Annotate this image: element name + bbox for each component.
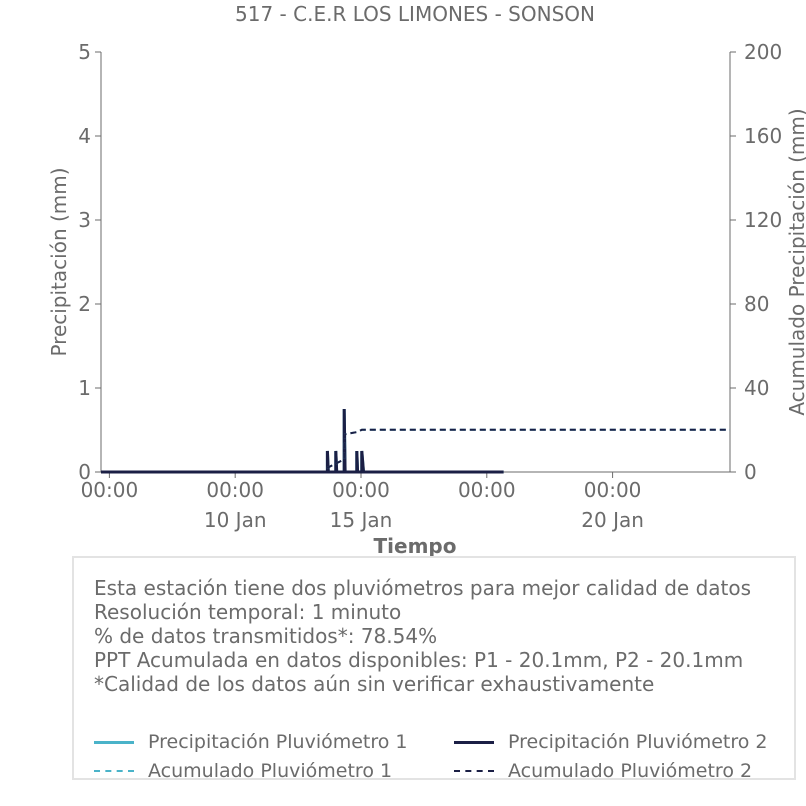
y-axis-right-label: Acumulado Precipitación (mm) [785, 108, 806, 415]
legend-swatch [454, 740, 494, 744]
y-tick-label-right: 40 [744, 376, 769, 400]
legend-item-precip-p2: Precipitación Pluviómetro 2 [454, 730, 768, 754]
info-box: Esta estación tiene dos pluviómetros par… [72, 556, 796, 783]
y-tick-label-right: 200 [744, 40, 782, 64]
info-text: Esta estación tiene dos pluviómetros par… [94, 576, 751, 696]
info-line-quality-note: *Calidad de los datos aún sin verificar … [94, 672, 655, 696]
legend-label: Precipitación Pluviómetro 1 [148, 731, 408, 753]
legend-swatch [94, 740, 134, 744]
x-tick-label-time: 00:00 [81, 478, 139, 502]
y-axis-left-label: Precipitación (mm) [47, 167, 71, 356]
info-line-resolution: Resolución temporal: 1 minuto [94, 600, 402, 624]
series-line-3 [101, 428, 730, 473]
info-line-transmitted: % de datos transmitidos*: 78.54% [94, 624, 438, 648]
y-tick-label-left: 1 [78, 376, 91, 400]
legend-label: Acumulado Pluviómetro 1 [148, 760, 393, 782]
y-tick-label-right: 80 [744, 292, 769, 316]
legend-swatch [94, 770, 134, 772]
x-tick-label-date: 10 Jan [204, 508, 267, 532]
legend-label: Acumulado Pluviómetro 2 [508, 760, 753, 782]
x-tick-label-time: 00:00 [458, 478, 516, 502]
legend-item-accum-p1: Acumulado Pluviómetro 1 [94, 759, 392, 783]
x-tick-label-date: 15 Jan [330, 508, 393, 532]
y-tick-label-left: 5 [78, 40, 91, 64]
y-tick-label-right: 160 [744, 124, 782, 148]
plot-area: 0 1 2 3 4 5 0 40 80 120 160 200 00:00 00:00 10 Jan 00:0… [78, 40, 782, 532]
x-tick-label-time: 00:00 [584, 478, 642, 502]
y-tick-label-left: 2 [78, 292, 91, 316]
x-tick-label-date: 20 Jan [581, 508, 644, 532]
y-tick-label-right: 0 [744, 460, 757, 484]
legend-swatch [454, 770, 494, 772]
chart-title: 517 - C.E.R LOS LIMONES - SONSON [235, 2, 595, 26]
legend-item-precip-p1: Precipitación Pluviómetro 1 [94, 730, 408, 754]
y-tick-label-right: 120 [744, 208, 782, 232]
legend-item-accum-p2: Acumulado Pluviómetro 2 [454, 759, 752, 783]
y-tick-label-left: 0 [78, 460, 91, 484]
series-line-4 [101, 428, 730, 473]
x-tick-label-time: 00:00 [332, 478, 390, 502]
series-line-2 [101, 408, 504, 474]
info-line-accumulated: PPT Acumulada en datos disponibles: P1 -… [94, 648, 744, 672]
legend-label: Precipitación Pluviómetro 2 [508, 731, 768, 753]
rainfall-chart: 517 - C.E.R LOS LIMONES - SONSON 0123450… [47, 2, 806, 556]
series-line-1 [101, 408, 504, 474]
info-line-stations: Esta estación tiene dos pluviómetros par… [94, 576, 752, 600]
y-tick-label-left: 3 [78, 208, 91, 232]
x-tick-label-time: 00:00 [206, 478, 264, 502]
y-tick-label-left: 4 [78, 124, 91, 148]
x-axis-label: Tiempo [374, 534, 457, 556]
